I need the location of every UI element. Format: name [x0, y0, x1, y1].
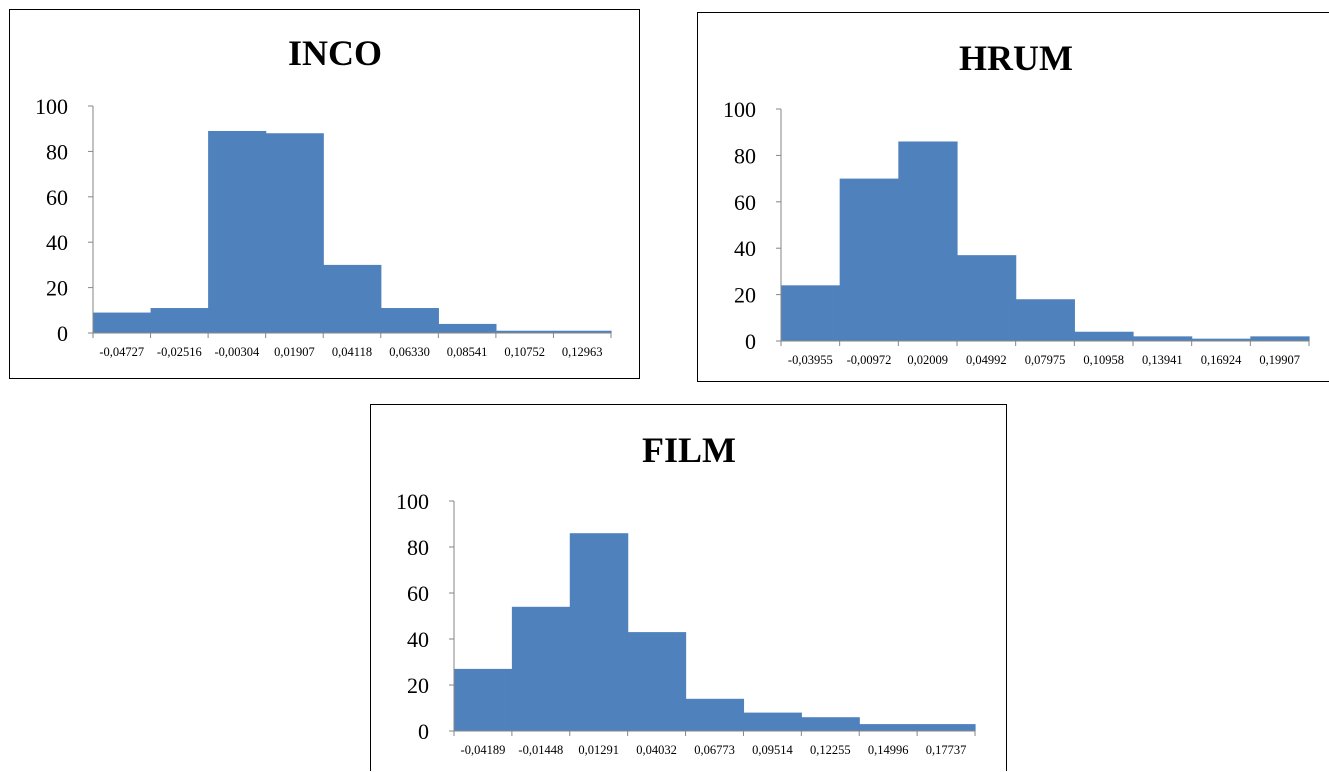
x-tick-label: -0,03955: [788, 353, 833, 367]
x-tick-label: 0,06330: [389, 345, 430, 359]
x-tick-label: 0,12963: [562, 345, 603, 359]
y-tick-label: 80: [734, 143, 756, 168]
y-tick-label: 80: [46, 139, 68, 164]
y-tick-label: 20: [46, 276, 68, 301]
x-tick-label: -0,01448: [518, 743, 563, 757]
y-tick-label: 20: [407, 673, 429, 698]
y-tick-label: 40: [734, 236, 756, 261]
histogram-bar: [1015, 299, 1075, 341]
y-tick-label: 100: [723, 97, 756, 122]
y-tick-label: 80: [407, 535, 429, 560]
y-tick-label: 60: [734, 190, 756, 215]
bar-group: [454, 533, 976, 731]
bar-group: [781, 141, 1310, 341]
histogram-panel-hrum: HRUM 0 20 40 60 80 100 -0,03955 -0,00972 0,0200…: [697, 12, 1329, 382]
histogram-bar: [1191, 338, 1251, 341]
axes: [88, 105, 612, 338]
x-tick-label: 0,01291: [578, 743, 619, 757]
histogram-bar: [1074, 331, 1134, 341]
y-tick-label: 40: [407, 627, 429, 652]
histogram-bar: [781, 285, 841, 341]
x-tick-label: 0,19907: [1259, 353, 1300, 367]
x-tick-label: -0,04727: [99, 345, 144, 359]
histogram-bar: [801, 717, 860, 731]
x-tick-label: 0,09514: [752, 743, 793, 757]
x-tick-label: 0,08541: [447, 345, 488, 359]
y-tick-label: 0: [57, 321, 68, 346]
histogram-bar: [265, 133, 324, 333]
histogram-bar: [511, 606, 571, 731]
histogram-bar: [627, 632, 687, 731]
histogram-bar: [208, 130, 267, 333]
histogram-bar: [917, 724, 976, 731]
axes: [776, 108, 1310, 346]
y-tick-labels: 0 20 40 60 80 100: [723, 97, 756, 354]
chart-title: HRUM: [959, 38, 1073, 78]
x-tick-label: 0,16924: [1201, 353, 1242, 367]
x-tick-label: 0,17737: [926, 743, 967, 757]
x-tick-labels: -0,03955 -0,00972 0,02009 0,04992 0,07975 0,1…: [788, 353, 1300, 367]
chart-title: INCO: [288, 33, 382, 73]
x-tick-label: -0,00972: [847, 353, 892, 367]
axes: [449, 500, 976, 736]
histogram-bar: [1133, 336, 1193, 341]
x-tick-label: 0,06773: [694, 743, 735, 757]
x-tick-label: -0,02516: [157, 345, 202, 359]
x-tick-label: -0,00304: [214, 345, 260, 359]
x-tick-label: 0,01907: [274, 345, 315, 359]
histogram-bar: [323, 264, 382, 333]
x-tick-label: 0,02009: [907, 353, 948, 367]
histogram-bar: [454, 668, 513, 731]
x-tick-labels: -0,04189 -0,01448 0,01291 0,04032 0,06773 0,0…: [461, 743, 967, 757]
histogram-bar: [1250, 336, 1310, 341]
histogram-panel-film: FILM 0 20 40 60 80 100 -0,04189 -0,01448 0,0129…: [370, 404, 1007, 771]
histogram-bar: [380, 308, 439, 333]
histogram-panel-inco: INCO 0 20 40 60 80 100 -0,04727 -0,02516 -0,003…: [9, 9, 640, 379]
y-tick-label: 100: [396, 489, 429, 514]
x-tick-label: -0,04189: [461, 743, 506, 757]
y-tick-labels: 0 20 40 60 80 100: [396, 489, 429, 744]
x-tick-label: 0,07975: [1025, 353, 1066, 367]
histogram-film-plot: FILM 0 20 40 60 80 100 -0,04189 -0,01448 0,0129…: [396, 430, 976, 757]
histogram-bar: [438, 323, 497, 333]
x-tick-label: 0,04992: [966, 353, 1007, 367]
histogram-bar: [685, 698, 745, 731]
y-tick-label: 60: [407, 581, 429, 606]
histogram-hrum-plot: HRUM 0 20 40 60 80 100 -0,03955 -0,00972 0,0200…: [723, 38, 1310, 367]
y-tick-label: 40: [46, 230, 68, 255]
y-tick-label: 0: [745, 329, 756, 354]
histogram-bar: [743, 712, 802, 731]
y-tick-label: 60: [46, 185, 68, 210]
y-tick-label: 20: [734, 283, 756, 308]
x-tick-label: 0,10752: [504, 345, 545, 359]
histogram-bar: [553, 330, 612, 333]
histogram-bar: [93, 312, 152, 333]
histogram-bar: [569, 533, 629, 731]
histogram-bar: [150, 308, 209, 333]
bar-group: [93, 130, 612, 333]
chart-title: FILM: [642, 430, 736, 470]
histogram-bar: [859, 724, 918, 731]
y-tick-label: 0: [418, 719, 429, 744]
x-tick-label: 0,14996: [868, 743, 909, 757]
x-tick-label: 0,10958: [1083, 353, 1124, 367]
x-tick-label: 0,13941: [1142, 353, 1183, 367]
histogram-bar: [495, 330, 555, 333]
x-tick-labels: -0,04727 -0,02516 -0,00304 0,01907 0,04118 0,…: [99, 345, 602, 359]
histogram-bar: [957, 255, 1017, 341]
y-tick-label: 100: [35, 94, 68, 119]
x-tick-label: 0,12255: [810, 743, 851, 757]
histogram-bar: [839, 178, 899, 341]
x-tick-label: 0,04032: [636, 743, 677, 757]
histogram-bar: [898, 141, 958, 341]
y-tick-labels: 0 20 40 60 80 100: [35, 94, 68, 346]
x-tick-label: 0,04118: [332, 345, 372, 359]
histogram-inco-plot: INCO 0 20 40 60 80 100 -0,04727 -0,02516 -0,003…: [35, 33, 612, 359]
